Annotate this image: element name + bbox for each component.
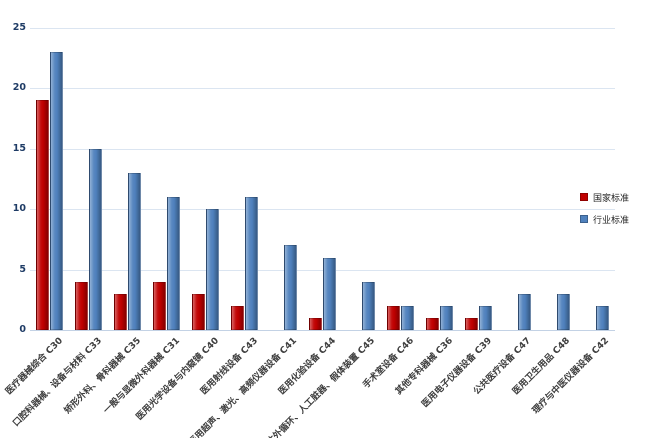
gridline xyxy=(30,270,615,271)
bar-industry xyxy=(50,52,63,330)
bar-national xyxy=(153,282,166,330)
gridline xyxy=(30,88,615,89)
bar-industry xyxy=(284,245,297,330)
x-axis-line xyxy=(30,330,615,331)
bar-industry xyxy=(128,173,141,330)
bar-national xyxy=(36,100,49,330)
bar-industry xyxy=(89,149,102,330)
legend-item-national: 国家标准 xyxy=(580,186,629,208)
bar-national xyxy=(75,282,88,330)
gridline xyxy=(30,149,615,150)
gridline xyxy=(30,28,615,29)
bar-national xyxy=(309,318,322,330)
bar-industry xyxy=(479,306,492,330)
bar-industry xyxy=(245,197,258,330)
bar-industry xyxy=(518,294,531,330)
legend-label: 行业标准 xyxy=(593,215,630,226)
y-tick-label: 10 xyxy=(12,203,26,214)
legend-swatch-icon xyxy=(580,193,588,201)
y-tick-label: 0 xyxy=(19,324,26,335)
bar-industry xyxy=(206,209,219,330)
bar-national xyxy=(192,294,205,330)
bar-national xyxy=(387,306,400,330)
bar-national xyxy=(426,318,439,330)
legend-swatch-icon xyxy=(580,215,588,223)
y-tick-label: 20 xyxy=(12,82,26,93)
bar-industry xyxy=(362,282,375,330)
legend: 国家标准 行业标准 xyxy=(580,186,629,230)
bar-industry xyxy=(323,258,336,330)
bar-industry xyxy=(401,306,414,330)
y-tick-label: 15 xyxy=(12,143,26,154)
gridline xyxy=(30,209,615,210)
legend-label: 国家标准 xyxy=(593,193,630,204)
legend-item-industry: 行业标准 xyxy=(580,208,629,230)
y-tick-label: 5 xyxy=(19,264,26,275)
bar-national xyxy=(231,306,244,330)
y-tick-label: 25 xyxy=(12,22,26,33)
bar-national xyxy=(465,318,478,330)
bar-industry xyxy=(440,306,453,330)
bar-industry xyxy=(167,197,180,330)
bar-industry xyxy=(596,306,609,330)
bar-national xyxy=(114,294,127,330)
bar-industry xyxy=(557,294,570,330)
